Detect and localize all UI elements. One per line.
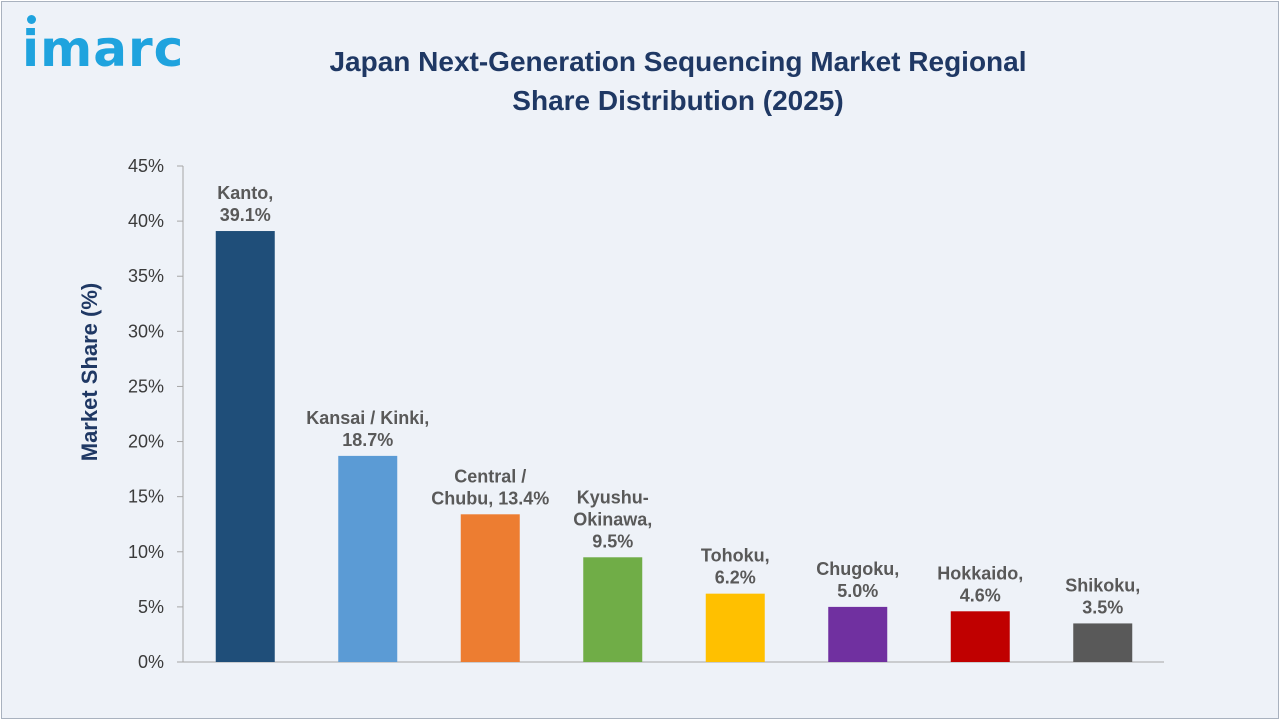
y-tick-label: 25% (128, 376, 164, 396)
y-tick-label: 40% (128, 211, 164, 231)
chart-title: Japan Next-Generation Sequencing Market … (329, 46, 1027, 116)
bar-chugoku (828, 606, 888, 662)
data-label: Central / Chubu, 13.4% (431, 466, 549, 508)
y-tick-label: 35% (128, 266, 164, 286)
y-tick-label: 15% (128, 487, 164, 507)
y-tick-label: 5% (138, 597, 164, 617)
bar-hokkaido (950, 611, 1010, 662)
y-tick-label: 0% (138, 652, 164, 672)
bar-kanto (215, 231, 275, 662)
bar-central-chubu (460, 514, 520, 662)
bar-shikoku (1073, 623, 1133, 662)
data-label: Kanto, 39.1% (217, 183, 273, 225)
bar-kansai-kinki (338, 455, 398, 662)
bar-kyushu-okinawa (583, 557, 643, 662)
y-tick-label: 30% (128, 321, 164, 341)
y-tick-label: 20% (128, 432, 164, 452)
data-label: Kansai / Kinki, 18.7% (306, 408, 429, 450)
data-label: Kyushu-Okinawa, 9.5% (573, 487, 652, 551)
y-tick-label: 10% (128, 542, 164, 562)
y-tick-label: 45% (128, 156, 164, 176)
data-label: Shikoku, 3.5% (1065, 575, 1140, 617)
data-label: Hokkaido, 4.6% (937, 563, 1023, 605)
data-label: Chugoku, 5.0% (816, 559, 899, 601)
bar-tohoku (705, 593, 765, 662)
imarc-logo: imarc (22, 15, 184, 74)
data-label: Tohoku, 6.2% (701, 546, 770, 588)
